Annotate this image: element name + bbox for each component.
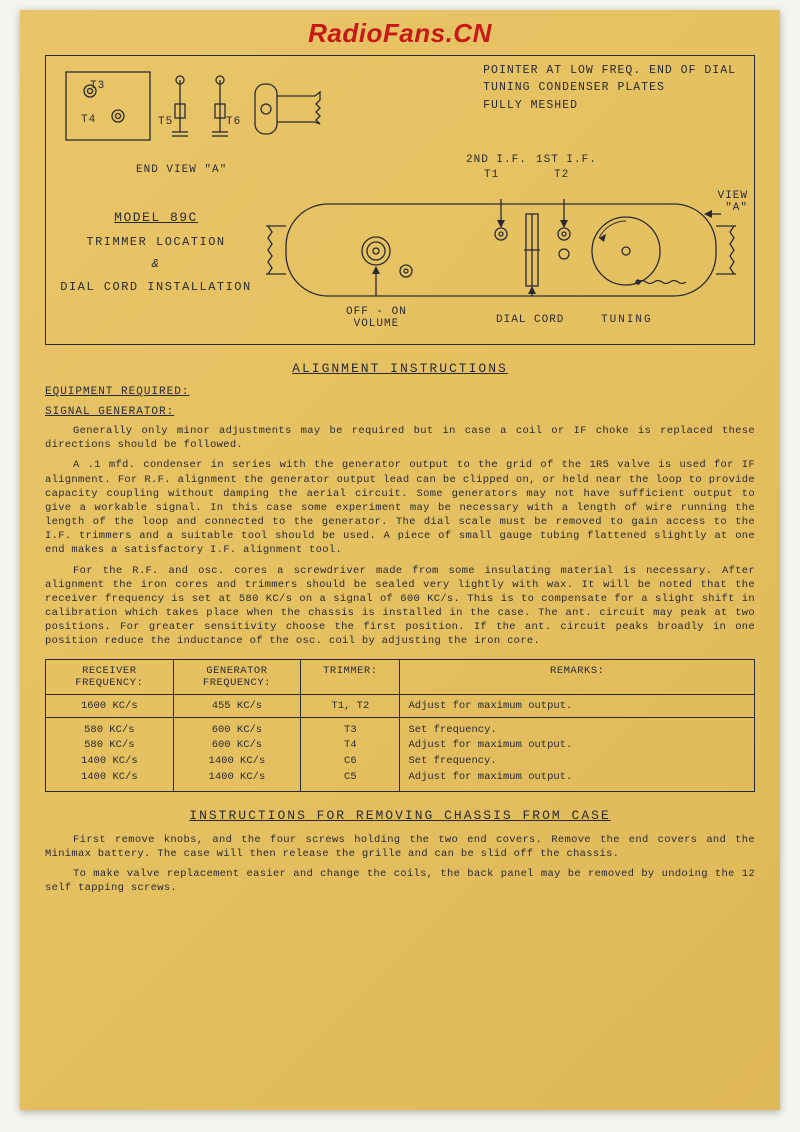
pointer-line2: TUNING CONDENSER PLATES <box>483 79 736 96</box>
model-title-block: MODEL 89C TRIMMER LOCATION & DIAL CORD I… <box>56 206 256 299</box>
alignment-table: RECEIVER FREQUENCY: GENERATOR FREQUENCY:… <box>45 659 755 792</box>
off-on-label: OFF - ONVOLUME <box>346 306 407 330</box>
alignment-title: ALIGNMENT INSTRUCTIONS <box>45 361 755 376</box>
cell-gen-2: 600 KC/s600 KC/s1400 KC/s1400 KC/s <box>173 717 301 791</box>
cell-remark-1: Adjust for maximum output. <box>400 694 755 717</box>
cell-gen-1: 455 KC/s <box>173 694 301 717</box>
label-t4: T4 <box>81 114 96 126</box>
document-page: RadioFans.CN POINTER AT LOW FREQ. END OF… <box>20 10 780 1110</box>
watermark-text: RadioFans.CN <box>308 18 492 49</box>
col-remarks: REMARKS: <box>400 659 755 694</box>
diagram-container: POINTER AT LOW FREQ. END OF DIAL TUNING … <box>45 55 755 345</box>
col-receiver: RECEIVER FREQUENCY: <box>46 659 174 694</box>
cell-trim-1: T1, T2 <box>301 694 400 717</box>
trimmer-location-label: TRIMMER LOCATION <box>56 231 256 254</box>
dial-cord-label: DIAL CORD <box>496 314 564 326</box>
chassis-title: INSTRUCTIONS FOR REMOVING CHASSIS FROM C… <box>45 808 755 823</box>
chassis-para-2: To make valve replacement easier and cha… <box>45 867 755 895</box>
label-t3: T3 <box>90 80 105 92</box>
chassis-diagram <box>266 196 736 316</box>
pointer-line1: POINTER AT LOW FREQ. END OF DIAL <box>483 62 736 79</box>
if1-label: 1ST I.F. <box>536 154 597 166</box>
ampersand: & <box>56 253 256 276</box>
if1-t2: T2 <box>554 169 569 181</box>
cell-remark-2: Set frequency.Adjust for maximum output.… <box>400 717 755 791</box>
end-view-label: END VIEW "A" <box>136 164 227 176</box>
pointer-notes: POINTER AT LOW FREQ. END OF DIAL TUNING … <box>483 62 736 114</box>
para-3: For the R.F. and osc. cores a screwdrive… <box>45 564 755 649</box>
table-row: 580 KC/s580 KC/s1400 KC/s1400 KC/s 600 K… <box>46 717 755 791</box>
pointer-line3: FULLY MESHED <box>483 97 736 114</box>
cell-rx-2: 580 KC/s580 KC/s1400 KC/s1400 KC/s <box>46 717 174 791</box>
table-header-row: RECEIVER FREQUENCY: GENERATOR FREQUENCY:… <box>46 659 755 694</box>
dial-install-label: DIAL CORD INSTALLATION <box>56 276 256 299</box>
model-number: MODEL 89C <box>56 206 256 231</box>
chassis-para-1: First remove knobs, and the four screws … <box>45 833 755 861</box>
if2-label: 2ND I.F. <box>466 154 527 166</box>
label-t6: T6 <box>226 116 241 128</box>
view-a-label: VIEW"A" <box>718 190 748 214</box>
if2-t1: T1 <box>484 169 499 181</box>
cell-trim-2: T3T4C6C5 <box>301 717 400 791</box>
siggen-heading: SIGNAL GENERATOR: <box>45 406 755 418</box>
col-generator: GENERATOR FREQUENCY: <box>173 659 301 694</box>
col-trimmer: TRIMMER: <box>301 659 400 694</box>
para-2: A .1 mfd. condenser in series with the g… <box>45 458 755 557</box>
tuning-label: TUNING <box>601 314 653 326</box>
equipment-heading: EQUIPMENT REQUIRED: <box>45 386 755 398</box>
cell-rx-1: 1600 KC/s <box>46 694 174 717</box>
para-1: Generally only minor adjustments may be … <box>45 424 755 452</box>
table-row: 1600 KC/s 455 KC/s T1, T2 Adjust for max… <box>46 694 755 717</box>
label-t5: T5 <box>158 116 173 128</box>
